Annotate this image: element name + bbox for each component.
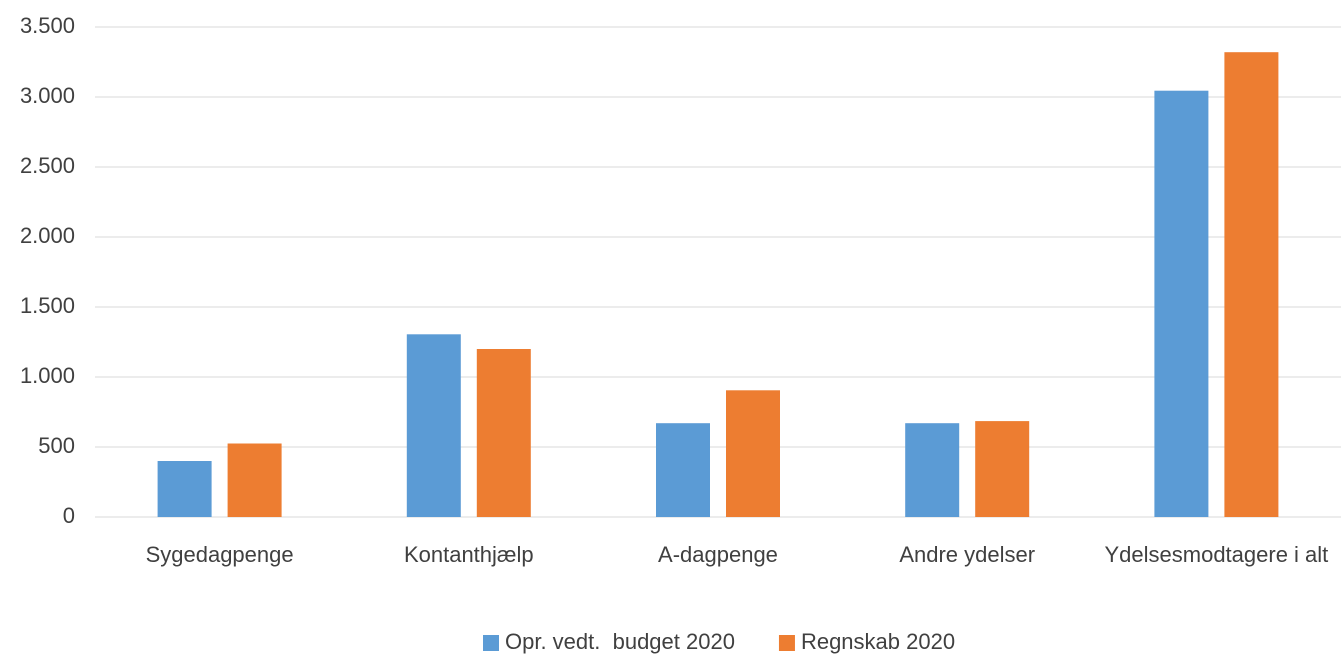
bar	[406, 334, 461, 517]
bar	[975, 421, 1030, 517]
legend-swatch	[778, 635, 795, 651]
y-tick-label: 2.000	[20, 223, 75, 248]
x-tick-label-box: A-dagpenge	[658, 542, 778, 567]
y-tick-label: 2.500	[20, 153, 75, 178]
x-tick-label: Ydelsesmodtagere i alt	[1104, 542, 1329, 567]
x-tick-label: Kontanthjælp	[403, 542, 534, 567]
bar	[227, 443, 282, 517]
bar	[157, 461, 212, 517]
y-tick-label: 500	[38, 433, 75, 458]
legend-swatch	[483, 635, 499, 651]
y-tick-label: 1.000	[20, 363, 75, 388]
bar	[476, 349, 531, 517]
y-tick-label: 3.500	[20, 13, 75, 38]
bar	[905, 423, 960, 517]
x-tick-label-box: Ydelsesmodtagere i alt	[1104, 542, 1329, 567]
x-tick-label-box: Andre ydelser	[899, 542, 1036, 567]
x-tick-label: Andre ydelser	[899, 542, 1036, 567]
bar	[656, 423, 710, 517]
y-tick-label: 3.000	[20, 83, 75, 108]
bar	[1224, 52, 1279, 517]
x-tick-label: A-dagpenge	[658, 542, 778, 567]
y-tick-label: 0	[63, 503, 75, 528]
legend-label: Opr. vedt. budget 2020	[505, 629, 735, 654]
x-tick-label-box: Kontanthjælp	[403, 542, 534, 567]
bar	[1154, 90, 1209, 517]
bar	[726, 390, 780, 517]
legend-label: Regnskab 2020	[801, 629, 955, 654]
y-tick-label: 1.500	[20, 293, 75, 318]
x-tick-label-box: Sygedagpenge	[145, 542, 294, 567]
x-tick-label: Sygedagpenge	[145, 542, 294, 567]
